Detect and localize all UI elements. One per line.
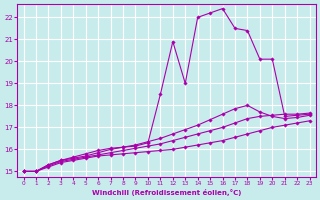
X-axis label: Windchill (Refroidissement éolien,°C): Windchill (Refroidissement éolien,°C): [92, 189, 241, 196]
